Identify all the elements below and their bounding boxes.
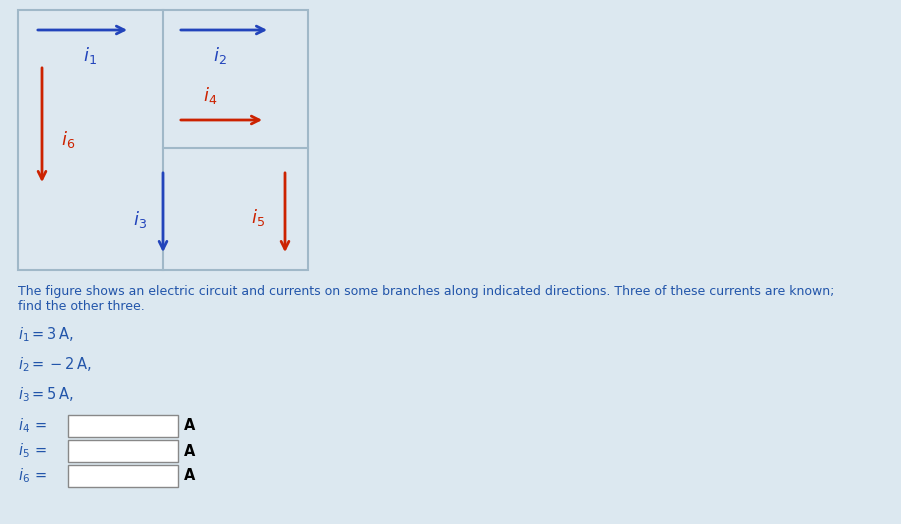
Text: $i_1$: $i_1$ xyxy=(83,45,97,66)
Text: $i_6\,=$: $i_6\,=$ xyxy=(18,467,47,485)
Text: A: A xyxy=(184,419,196,433)
Text: $i_5$: $i_5$ xyxy=(251,208,265,228)
Text: $i_2 = -2\,\mathrm{A,}$: $i_2 = -2\,\mathrm{A,}$ xyxy=(18,355,92,374)
Text: $i_6$: $i_6$ xyxy=(61,129,75,150)
Text: $i_3 = 5\,\mathrm{A,}$: $i_3 = 5\,\mathrm{A,}$ xyxy=(18,385,74,403)
Text: A: A xyxy=(184,443,196,458)
Bar xyxy=(68,440,178,462)
Text: The figure shows an electric circuit and currents on some branches along indicat: The figure shows an electric circuit and… xyxy=(18,285,834,298)
Text: A: A xyxy=(184,468,196,484)
Text: $i_1 = 3\,\mathrm{A,}$: $i_1 = 3\,\mathrm{A,}$ xyxy=(18,325,74,344)
Bar xyxy=(68,465,178,487)
Bar xyxy=(68,415,178,437)
Text: $i_3$: $i_3$ xyxy=(133,210,147,231)
Text: $i_2$: $i_2$ xyxy=(214,45,227,66)
Text: $i_5\,=$: $i_5\,=$ xyxy=(18,442,47,461)
Text: find the other three.: find the other three. xyxy=(18,300,145,313)
Text: $i_4\,=$: $i_4\,=$ xyxy=(18,417,47,435)
Bar xyxy=(18,10,308,270)
Text: $i_4$: $i_4$ xyxy=(203,84,217,105)
